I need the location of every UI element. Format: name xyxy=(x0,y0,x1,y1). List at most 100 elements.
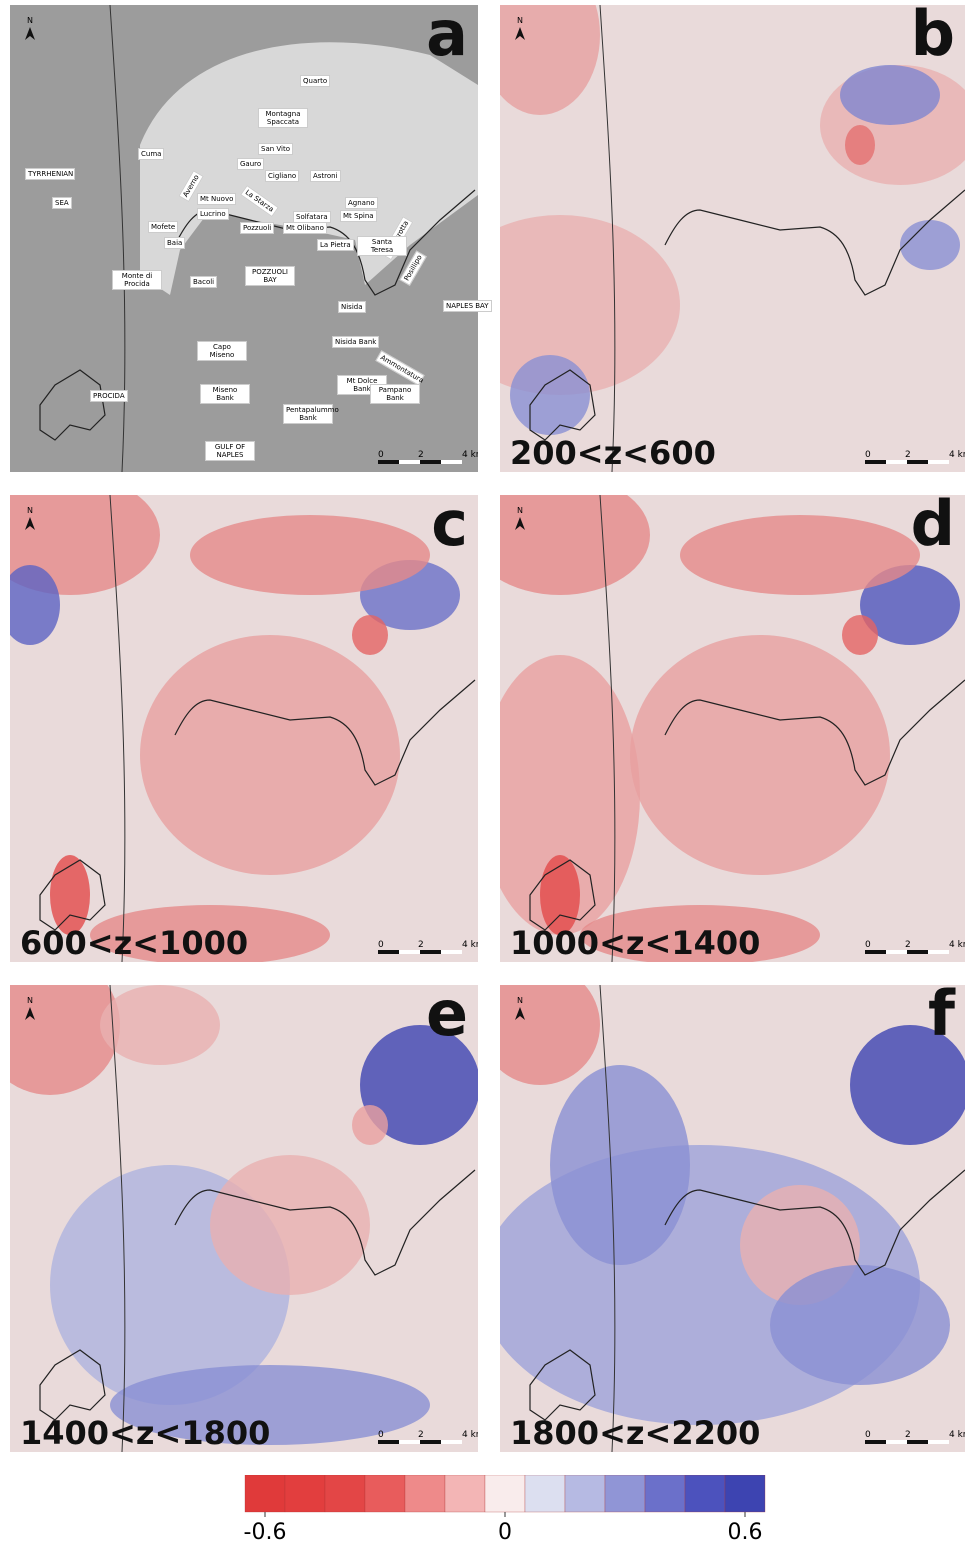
place-label: Pampano Bank xyxy=(370,384,420,404)
place-label: La Pietra xyxy=(317,239,354,251)
colorbar-swatch xyxy=(445,1475,485,1512)
colorbar-swatch xyxy=(605,1475,645,1512)
scale-label: 4 km xyxy=(949,450,965,460)
anomaly-patch xyxy=(540,855,580,935)
depth-label: 1000<z<1400 xyxy=(510,924,760,962)
anomaly-patch xyxy=(630,635,890,875)
colorbar-swatch xyxy=(685,1475,725,1512)
place-label: Lucrino xyxy=(197,208,229,220)
place-label: Mt Spina xyxy=(340,210,377,222)
colorbar-swatch xyxy=(525,1475,565,1512)
scale-label: 2 xyxy=(905,940,911,950)
place-label: Cigliano xyxy=(265,170,299,182)
scale-label: 4 km xyxy=(462,450,478,460)
scale-label: 0 xyxy=(378,940,384,950)
map-canvas: N 0 2 4 km xyxy=(10,495,478,962)
anomaly-patch xyxy=(140,635,400,875)
place-label: Gauro xyxy=(237,158,264,170)
anomaly-patch xyxy=(900,220,960,270)
place-label: Agnano xyxy=(345,197,378,209)
depth-label: 1800<z<2200 xyxy=(510,1414,760,1452)
place-label: NAPLES BAY xyxy=(443,300,492,312)
scale-bar-segment xyxy=(399,460,420,464)
colorbar-swatch xyxy=(365,1475,405,1512)
panel-letter: f xyxy=(928,985,955,1050)
scale-label: 2 xyxy=(905,450,911,460)
anomaly-patch xyxy=(210,1155,370,1295)
scale-label: 0 xyxy=(865,1430,871,1440)
colorbar-swatch xyxy=(325,1475,365,1512)
panel-letter: a xyxy=(426,5,468,70)
place-label: Nisida xyxy=(338,301,366,313)
panel-letter: d xyxy=(911,495,955,560)
place-label: Quarto xyxy=(300,75,330,87)
anomaly-patch xyxy=(770,1265,950,1385)
colorbar xyxy=(0,1475,965,1555)
colorbar-swatch xyxy=(405,1475,445,1512)
anomaly-patch xyxy=(840,65,940,125)
map-panel: N024 kmd1000<z<1400 xyxy=(500,495,965,962)
scale-bar-segment xyxy=(886,460,907,464)
place-label: Pozzuoli xyxy=(240,222,274,234)
anomaly-patch xyxy=(842,615,878,655)
place-label: Capo Miseno xyxy=(197,341,247,361)
scale-label: 4 km xyxy=(462,940,478,950)
anomaly-patch xyxy=(100,985,220,1065)
map-canvas: N024 km xyxy=(500,495,965,962)
place-label: TYRRHENIAN xyxy=(25,168,75,180)
anomaly-patch xyxy=(845,125,875,165)
scale-label: 2 xyxy=(418,450,424,460)
place-label: Mt Nuovo xyxy=(197,193,236,205)
place-label: Montagna Spaccata xyxy=(258,108,308,128)
scale-bar-segment xyxy=(441,950,462,954)
scale-bar-segment xyxy=(928,950,949,954)
scale-label: 2 xyxy=(418,940,424,950)
map-canvas: N024 km xyxy=(500,985,965,1452)
colorbar-tick-label: 0.6 xyxy=(728,1520,763,1545)
scale-label: 0 xyxy=(378,1430,384,1440)
place-label: Pentapalummo Bank xyxy=(283,404,333,424)
place-label: Monte di Procida xyxy=(112,270,162,290)
anomaly-patch xyxy=(50,855,90,935)
colorbar-swatch xyxy=(725,1475,765,1512)
anomaly-patch xyxy=(510,355,590,435)
anomaly-patch xyxy=(352,615,388,655)
place-label: PROCIDA xyxy=(90,390,128,402)
depth-label: 1400<z<1800 xyxy=(20,1414,270,1452)
north-arrow: N xyxy=(517,16,523,25)
colorbar-swatch xyxy=(285,1475,325,1512)
colorbar-tick-label: 0 xyxy=(498,1520,512,1545)
scale-label: 0 xyxy=(378,450,384,460)
scale-label: 4 km xyxy=(462,1430,478,1440)
colorbar-swatch xyxy=(245,1475,285,1512)
colorbar-tick-label: -0.6 xyxy=(244,1520,287,1545)
scale-bar-segment xyxy=(441,1440,462,1444)
scale-bar-segment xyxy=(441,460,462,464)
place-label: POZZUOLI BAY xyxy=(245,266,295,286)
scale-bar-segment xyxy=(399,1440,420,1444)
north-arrow: N xyxy=(27,996,33,1005)
scale-bar-segment xyxy=(886,950,907,954)
place-label: Mt Olibano xyxy=(283,222,327,234)
colorbar-swatch xyxy=(565,1475,605,1512)
place-label: Mofete xyxy=(148,221,178,233)
place-label: GULF OF NAPLES xyxy=(205,441,255,461)
place-label: Santa Teresa xyxy=(357,236,407,256)
place-label: Miseno Bank xyxy=(200,384,250,404)
scale-label: 0 xyxy=(865,940,871,950)
depth-label: 200<z<600 xyxy=(510,434,716,472)
page: N024 kmaN024 kmb200<z<600N024 kmc600<z<1… xyxy=(0,0,965,1552)
north-arrow: N xyxy=(517,506,523,515)
panel-letter: c xyxy=(431,495,468,560)
north-arrow: N xyxy=(517,996,523,1005)
north-arrow: N xyxy=(27,16,33,25)
north-arrow: N xyxy=(27,506,33,515)
map-panel: N024 kme1400<z<1800 xyxy=(10,985,478,1452)
scale-label: 2 xyxy=(905,1430,911,1440)
scale-bar-segment xyxy=(928,460,949,464)
scale-bar-segment xyxy=(928,1440,949,1444)
place-label: Astroni xyxy=(310,170,341,182)
colorbar-swatch xyxy=(485,1475,525,1512)
